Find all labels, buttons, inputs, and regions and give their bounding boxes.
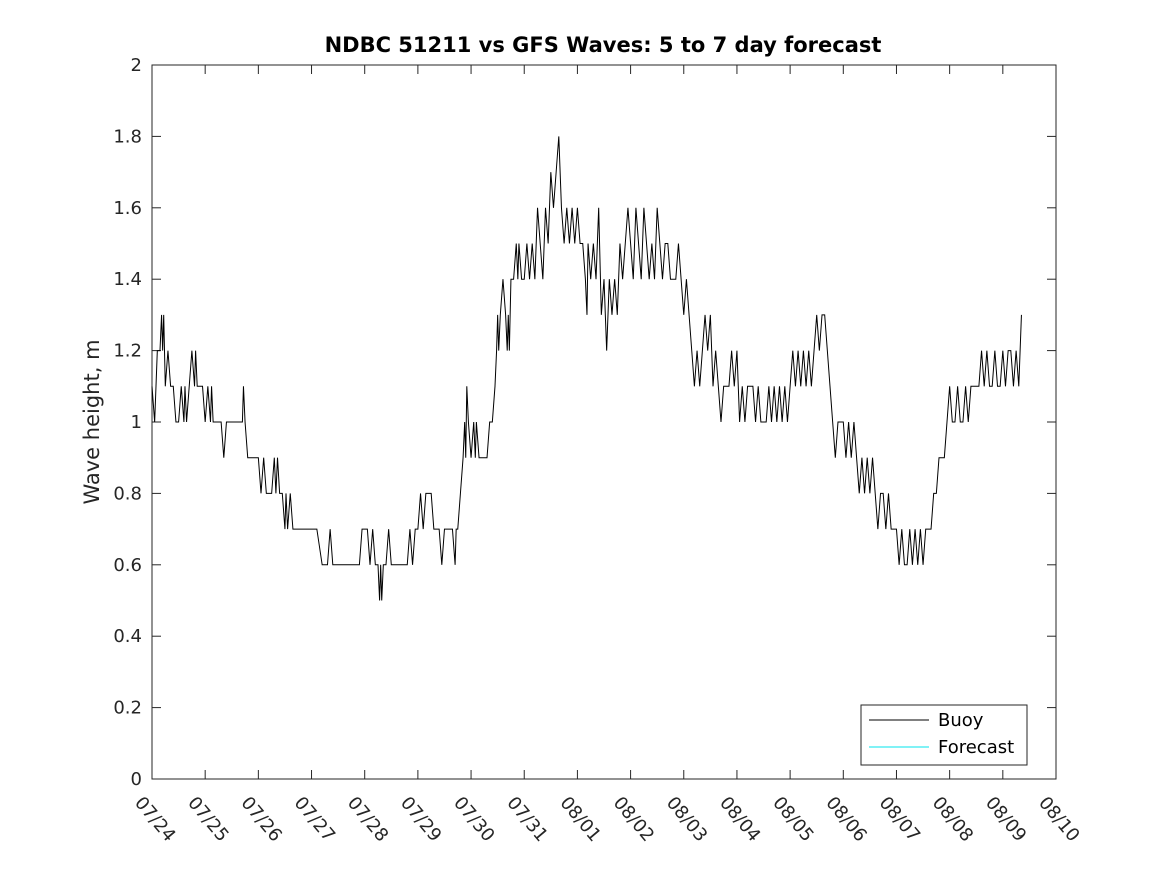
y-tick-label: 2 [131,55,142,76]
y-tick-label: 1.4 [113,269,142,290]
y-tick-label: 0.6 [113,555,142,576]
chart-title: NDBC 51211 vs GFS Waves: 5 to 7 day fore… [325,33,882,57]
legend-box [860,704,1028,766]
y-tick-label: 0.4 [113,626,142,647]
legend-label-buoy: Buoy [938,710,984,731]
y-tick-label: 0 [131,769,142,790]
y-tick-label: 1.8 [113,126,142,147]
y-tick-label: 1.6 [113,198,142,219]
legend: Buoy Forecast [860,704,1028,766]
y-tick-label: 1.2 [113,341,142,362]
y-axis: 0 0.2 0.4 0.6 0.8 1 1.2 1.4 1.6 1.8 2 [113,55,1056,790]
y-tick-label: 1 [131,412,142,433]
y-axis-label: Wave height, m [80,339,104,504]
y-tick-label: 0.2 [113,698,142,719]
y-tick-label: 0.8 [113,483,142,504]
plot-area [151,64,1057,780]
series-line-buoy [151,136,1022,601]
series-layer [151,136,1022,601]
legend-label-forecast: Forecast [938,737,1014,758]
